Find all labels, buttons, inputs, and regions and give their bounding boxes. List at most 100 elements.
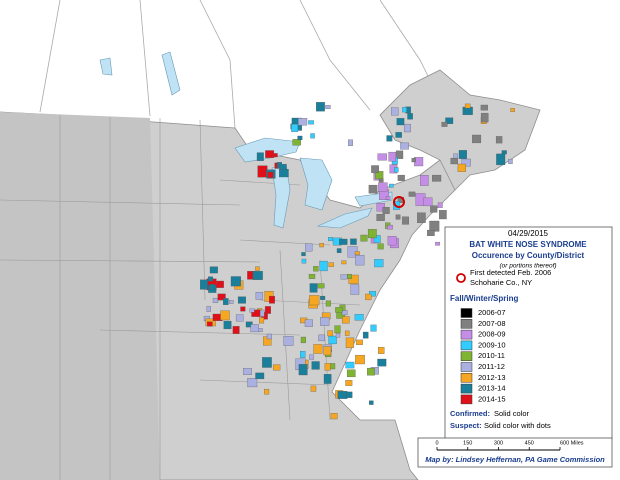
county-patch (256, 152, 264, 161)
county-patch (457, 163, 466, 172)
county-patch (309, 354, 314, 360)
county-patch (368, 184, 378, 194)
county-patch (389, 183, 394, 188)
origin-marker (393, 196, 405, 208)
scale-box (417, 437, 613, 468)
county-patch (501, 150, 507, 155)
county-patch (247, 378, 258, 388)
county-patch (417, 212, 426, 223)
county-patch (212, 297, 219, 303)
legend-title: BAT WHITE NOSE SYNDROME (469, 240, 587, 249)
legend-label: 2012-13 (478, 373, 506, 382)
province-lines (39, 0, 446, 129)
county-patch (335, 333, 341, 338)
county-patch (472, 134, 482, 144)
county-patch (251, 309, 261, 317)
county-patch (318, 334, 325, 342)
county-patch (373, 235, 381, 243)
county-patch (378, 182, 388, 192)
county-patch (432, 174, 442, 182)
legend-label: 2013-14 (478, 384, 506, 393)
scale-label: 150 (463, 440, 472, 446)
scale-label: 450 (525, 440, 534, 446)
county-patch (386, 135, 393, 142)
county-patch (223, 320, 232, 330)
county-patch (252, 271, 263, 280)
county-patch (257, 165, 268, 178)
county-patch (232, 326, 240, 334)
legend-label: 2010-11 (478, 351, 505, 360)
county-patch (423, 197, 433, 207)
legend-label: 2007-08 (478, 319, 506, 328)
county-patch (208, 276, 214, 282)
county-patch (395, 214, 401, 220)
county-patch (313, 344, 323, 354)
county-patch (407, 113, 413, 120)
legend-date: 04/29/2015 (508, 229, 549, 238)
county-patch (300, 336, 306, 344)
county-patch (336, 248, 342, 253)
county-patch (324, 363, 331, 371)
county-patch (480, 112, 489, 123)
county-patch (348, 139, 353, 146)
county-patch (508, 158, 513, 164)
county-patch (328, 237, 333, 242)
county-patch (458, 150, 467, 159)
county-patch (347, 274, 352, 279)
county-patches (200, 102, 515, 420)
county-patch (323, 346, 332, 356)
legend-swatch (460, 362, 473, 372)
county-patch (342, 316, 350, 324)
scale-label: 600 Miles (560, 440, 584, 446)
county-patch (330, 413, 338, 420)
county-patch (435, 241, 440, 246)
county-patch (255, 292, 264, 300)
county-patch (298, 364, 308, 376)
county-patch (362, 331, 369, 339)
county-patch (378, 347, 385, 354)
county-patch (337, 391, 348, 399)
county-patch (368, 291, 376, 297)
county-patch (377, 153, 387, 161)
county-patch (330, 363, 336, 370)
county-patch (395, 150, 404, 159)
county-patch (328, 262, 334, 267)
legend-section: Fall/Winter/Spring (450, 294, 518, 303)
county-patch (480, 104, 488, 111)
county-patch (250, 324, 259, 333)
county-patch (387, 236, 397, 246)
county-patch (335, 307, 343, 313)
county-patch (216, 280, 224, 288)
county-patch (450, 157, 458, 165)
legend-swatch (460, 329, 473, 340)
county-patch (279, 169, 289, 178)
county-patch (240, 306, 246, 312)
scale-label: 0 (435, 440, 438, 446)
county-patch (304, 319, 313, 327)
county-patch (354, 314, 364, 321)
legend-label: 2008-09 (478, 330, 506, 339)
county-patch (311, 361, 320, 370)
county-patch (291, 123, 299, 132)
county-patch (355, 339, 363, 345)
county-patch (301, 258, 307, 264)
county-patch (346, 369, 356, 378)
legend-label: 2011-12 (478, 362, 505, 371)
legend-swatch (460, 340, 473, 351)
county-patch (430, 205, 438, 213)
county-patch (387, 224, 393, 230)
county-patch (396, 118, 405, 126)
county-patch (243, 368, 252, 375)
county-patch (394, 167, 399, 173)
state-lines (0, 115, 361, 480)
legend-swatch (460, 394, 473, 405)
county-patch (360, 234, 368, 242)
county-patch (301, 252, 306, 257)
county-patch (265, 150, 275, 158)
county-patch (345, 380, 353, 386)
county-patch (235, 314, 244, 322)
county-patch (345, 337, 355, 348)
county-patch (206, 306, 211, 312)
